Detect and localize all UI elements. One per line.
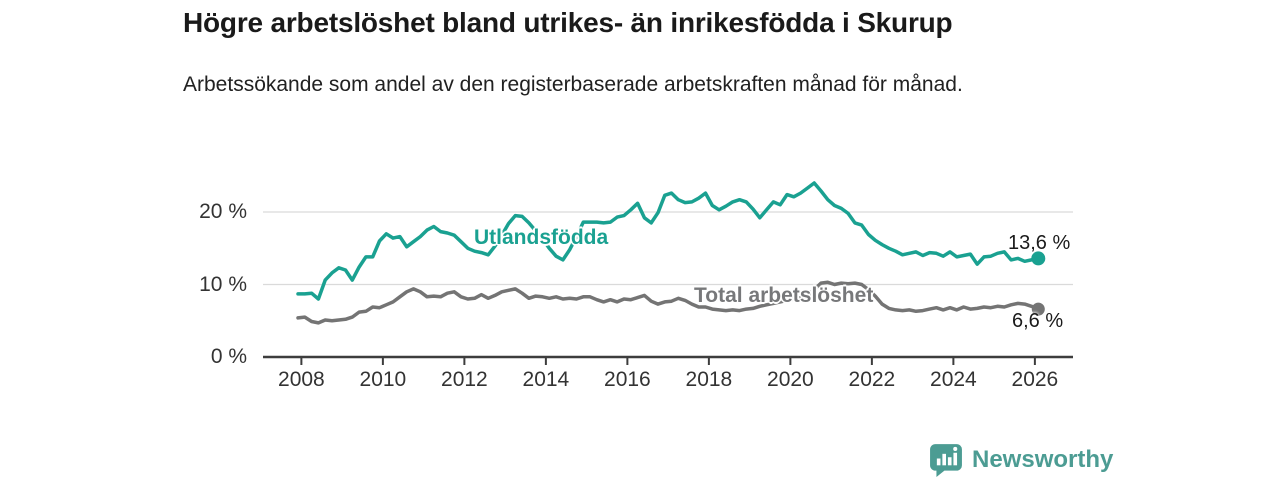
x-tick-label: 2022	[848, 368, 896, 391]
chart-title: Högre arbetslöshet bland utrikes- än inr…	[183, 7, 953, 38]
x-tick-label: 2008	[278, 368, 325, 391]
x-tick-label: 2010	[359, 368, 407, 391]
x-tick-label: 2024	[930, 368, 977, 391]
x-tick-label: 2014	[522, 368, 570, 391]
x-tick-label: 2016	[604, 368, 651, 391]
series-end-dot-utlandsfodda	[1031, 251, 1046, 266]
x-tick-label: 2020	[767, 368, 814, 391]
x-tick-label: 2018	[685, 368, 733, 391]
chart-speech-bubble-icon	[930, 444, 962, 477]
y-tick-label: 10 %	[199, 272, 247, 296]
series-line-utlandsfodda	[296, 181, 1041, 301]
end-value-label-utlandsfodda: 13,6 %	[1008, 232, 1071, 254]
logo-text: Newsworthy	[972, 446, 1114, 473]
chart-subtitle: Arbetssökande som andel av den registerb…	[183, 73, 963, 96]
series-line-total-arbetsloshet	[296, 280, 1041, 325]
y-tick-label: 0 %	[210, 345, 247, 368]
y-tick-label: 20 %	[199, 200, 247, 223]
series-end-dot-total-arbetsloshet	[1031, 302, 1045, 316]
end-value-label-total: 6,6 %	[1012, 310, 1064, 332]
newsworthy-logo: Newsworthy	[929, 443, 1113, 477]
series-label-total-arbetsloshet: Total arbetslöshet	[694, 284, 874, 307]
series-label-utlandsfodda: Utlandsfödda	[474, 226, 609, 249]
x-tick-label: 2012	[441, 368, 488, 391]
x-tick-label: 2026	[1011, 368, 1059, 391]
